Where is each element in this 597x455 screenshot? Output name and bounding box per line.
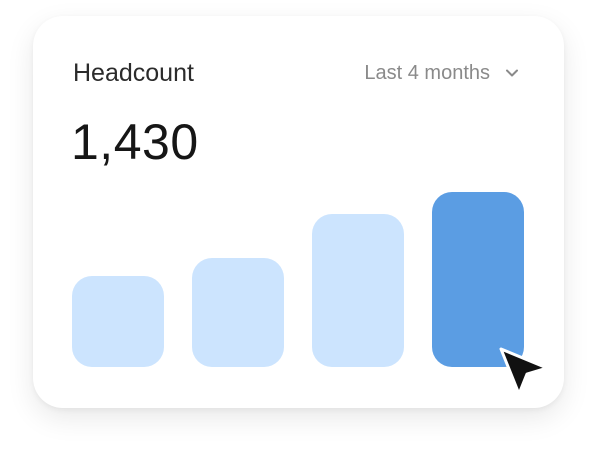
period-label: Last 4 months bbox=[364, 62, 490, 84]
chart-bar-3[interactable] bbox=[312, 214, 404, 367]
headcount-card: Headcount Last 4 months 1,430 bbox=[33, 16, 564, 408]
chart-bar-2[interactable] bbox=[192, 258, 284, 367]
chart-bar-4[interactable] bbox=[432, 192, 524, 367]
period-dropdown[interactable]: Last 4 months bbox=[364, 60, 520, 86]
headcount-bar-chart bbox=[33, 16, 564, 408]
card-title: Headcount bbox=[73, 59, 194, 87]
headcount-total: 1,430 bbox=[71, 114, 199, 170]
chart-bar-1[interactable] bbox=[72, 276, 164, 367]
chevron-down-icon bbox=[506, 69, 518, 77]
cursor-arrow-icon bbox=[499, 347, 549, 396]
